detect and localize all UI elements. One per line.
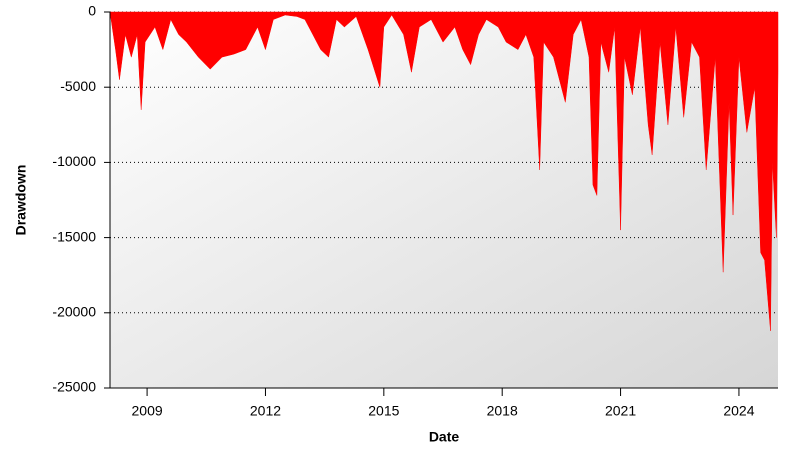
drawdown-area	[109, 11, 779, 331]
y-tick-label: -25000	[52, 379, 96, 395]
x-tick-label: 2021	[605, 403, 636, 419]
y-tick-label: -15000	[52, 228, 96, 244]
y-axis-label: Drawdown	[13, 165, 29, 236]
y-tick-label: -5000	[60, 78, 96, 94]
x-tick-label: 2024	[723, 403, 754, 419]
x-tick-label: 2018	[487, 403, 518, 419]
x-axis-label: Date	[429, 429, 460, 445]
x-tick-label: 2015	[368, 403, 399, 419]
y-tick-label: -10000	[52, 153, 96, 169]
x-tick-label: 2012	[250, 403, 281, 419]
x-tick-label: 2009	[132, 403, 163, 419]
y-tick-label: 0	[88, 3, 96, 19]
y-tick-label: -20000	[52, 304, 96, 320]
